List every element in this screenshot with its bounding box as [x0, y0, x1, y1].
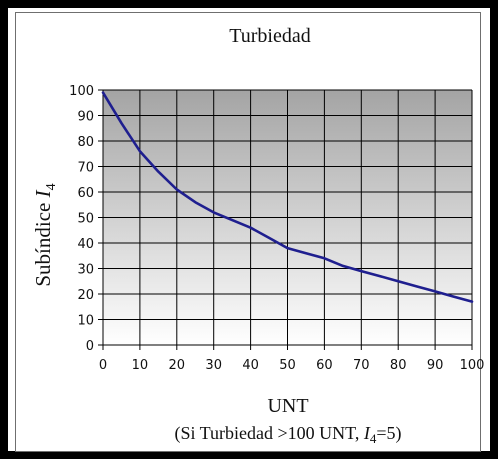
x-tick-label-10: 10 — [132, 358, 149, 373]
y-tick-label-20: 20 — [77, 288, 94, 303]
y-axis-label: Subíndice I4 — [31, 183, 59, 286]
y-tick-label-90: 90 — [77, 110, 94, 125]
x-tick-label-50: 50 — [279, 358, 296, 373]
x-tick-label-90: 90 — [427, 358, 444, 373]
x-tick-label-80: 80 — [390, 358, 407, 373]
x-axis-label: UNT — [267, 395, 308, 417]
y-tick-label-70: 70 — [77, 161, 94, 176]
y-tick-label-30: 30 — [77, 263, 94, 278]
y-tick-label-80: 80 — [77, 135, 94, 150]
y-tick-labels: 0 10 20 30 40 50 60 70 80 90 100 — [69, 84, 94, 354]
x-tick-label-30: 30 — [205, 358, 222, 373]
x-tick-label-60: 60 — [316, 358, 333, 373]
y-tick-label-40: 40 — [77, 237, 94, 252]
y-tick-label-60: 60 — [77, 186, 94, 201]
chart-title: Turbiedad — [229, 25, 310, 47]
x-tick-labels: 0 10 20 30 40 50 60 70 80 90 100 — [99, 358, 485, 373]
x-tick-label-0: 0 — [99, 358, 107, 373]
y-tick-label-10: 10 — [77, 314, 94, 329]
turbiedad-series-line — [101, 91, 474, 303]
x-tick-label-100: 100 — [460, 358, 485, 373]
grid-lines — [98, 89, 473, 350]
y-tick-label-50: 50 — [77, 212, 94, 227]
x-tick-label-70: 70 — [353, 358, 370, 373]
x-tick-label-20: 20 — [169, 358, 186, 373]
y-tick-label-0: 0 — [86, 339, 94, 354]
y-tick-label-100: 100 — [69, 84, 94, 99]
x-axis-note: (Si Turbiedad >100 UNT, I4=5) — [175, 423, 402, 446]
x-tick-label-40: 40 — [242, 358, 259, 373]
